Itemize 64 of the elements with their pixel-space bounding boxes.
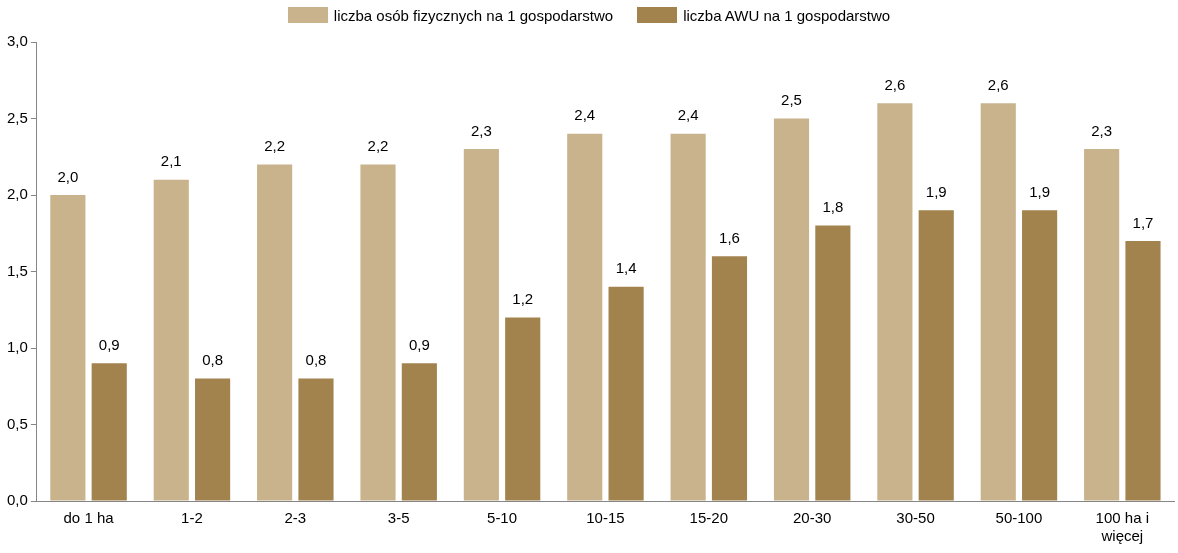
bar (257, 164, 293, 501)
data-label: 2,2 (367, 137, 389, 155)
x-tick-label: 100 ha i więcej (1095, 509, 1150, 545)
bar (298, 378, 334, 501)
bar (980, 103, 1016, 501)
x-tick-label: 20-30 (792, 509, 832, 527)
legend-label: liczba AWU na 1 gospodarstwo (683, 6, 891, 24)
bar (401, 363, 437, 501)
data-label: 1,7 (1132, 213, 1154, 231)
bar (1084, 149, 1120, 501)
x-tick-label: 10-15 (586, 509, 625, 527)
data-label: 0,8 (305, 351, 327, 369)
bar (1022, 210, 1058, 501)
data-label: 2,4 (677, 106, 699, 124)
bar (505, 317, 541, 501)
bar (360, 164, 396, 501)
bar (567, 133, 603, 501)
data-label: 2,3 (1091, 121, 1113, 139)
data-label: 2,0 (57, 167, 79, 185)
bar (815, 225, 851, 501)
data-label: 2,6 (987, 75, 1009, 93)
x-tick-label: 15-20 (689, 509, 728, 527)
bar (1125, 240, 1161, 501)
data-label: 2,5 (781, 91, 802, 109)
bar (773, 118, 810, 501)
data-label: 1,9 (1029, 182, 1051, 200)
bar (918, 210, 954, 501)
data-label: 2,3 (470, 121, 492, 139)
data-label: 0,9 (408, 335, 430, 353)
y-tick-label: 3,0 (6, 32, 28, 50)
y-tick-label: 0,0 (6, 491, 28, 509)
data-label: 2,6 (884, 75, 906, 93)
data-label: 2,4 (574, 106, 596, 124)
legend-label: liczba osób fizycznych na 1 gospodarstwo (333, 6, 614, 24)
data-label: 0,8 (202, 351, 224, 369)
x-tick-label: 30-50 (896, 509, 935, 527)
x-tick-label: 3-5 (387, 509, 410, 527)
bar (670, 133, 706, 501)
bar (153, 179, 189, 501)
y-tick-label: 1,0 (6, 338, 28, 356)
bar (877, 103, 913, 501)
data-label: 1,8 (822, 198, 844, 216)
data-label: 1,2 (512, 290, 534, 308)
y-tick-label: 2,5 (6, 108, 28, 126)
bar (608, 286, 644, 501)
data-label: 2,2 (264, 137, 286, 155)
y-tick-label: 1,5 (6, 261, 28, 279)
data-label: 1,9 (925, 182, 947, 200)
data-label: 1,6 (719, 228, 740, 246)
y-tick-label: 2,0 (6, 185, 28, 203)
x-tick-label: 2-3 (284, 509, 307, 527)
x-tick-label: 50-100 (995, 509, 1043, 527)
x-tick-label: do 1 ha (63, 509, 115, 527)
data-label: 1,4 (615, 259, 637, 277)
bar (463, 149, 499, 501)
data-label: 2,1 (160, 152, 182, 170)
bar (91, 363, 127, 501)
data-label: 0,9 (98, 335, 120, 353)
x-tick-label: 1-2 (181, 509, 203, 527)
y-tick-label: 0,5 (6, 414, 28, 432)
x-tick-label: 5-10 (487, 509, 518, 527)
bar (195, 378, 231, 501)
bar (50, 195, 86, 501)
bar (711, 256, 748, 501)
